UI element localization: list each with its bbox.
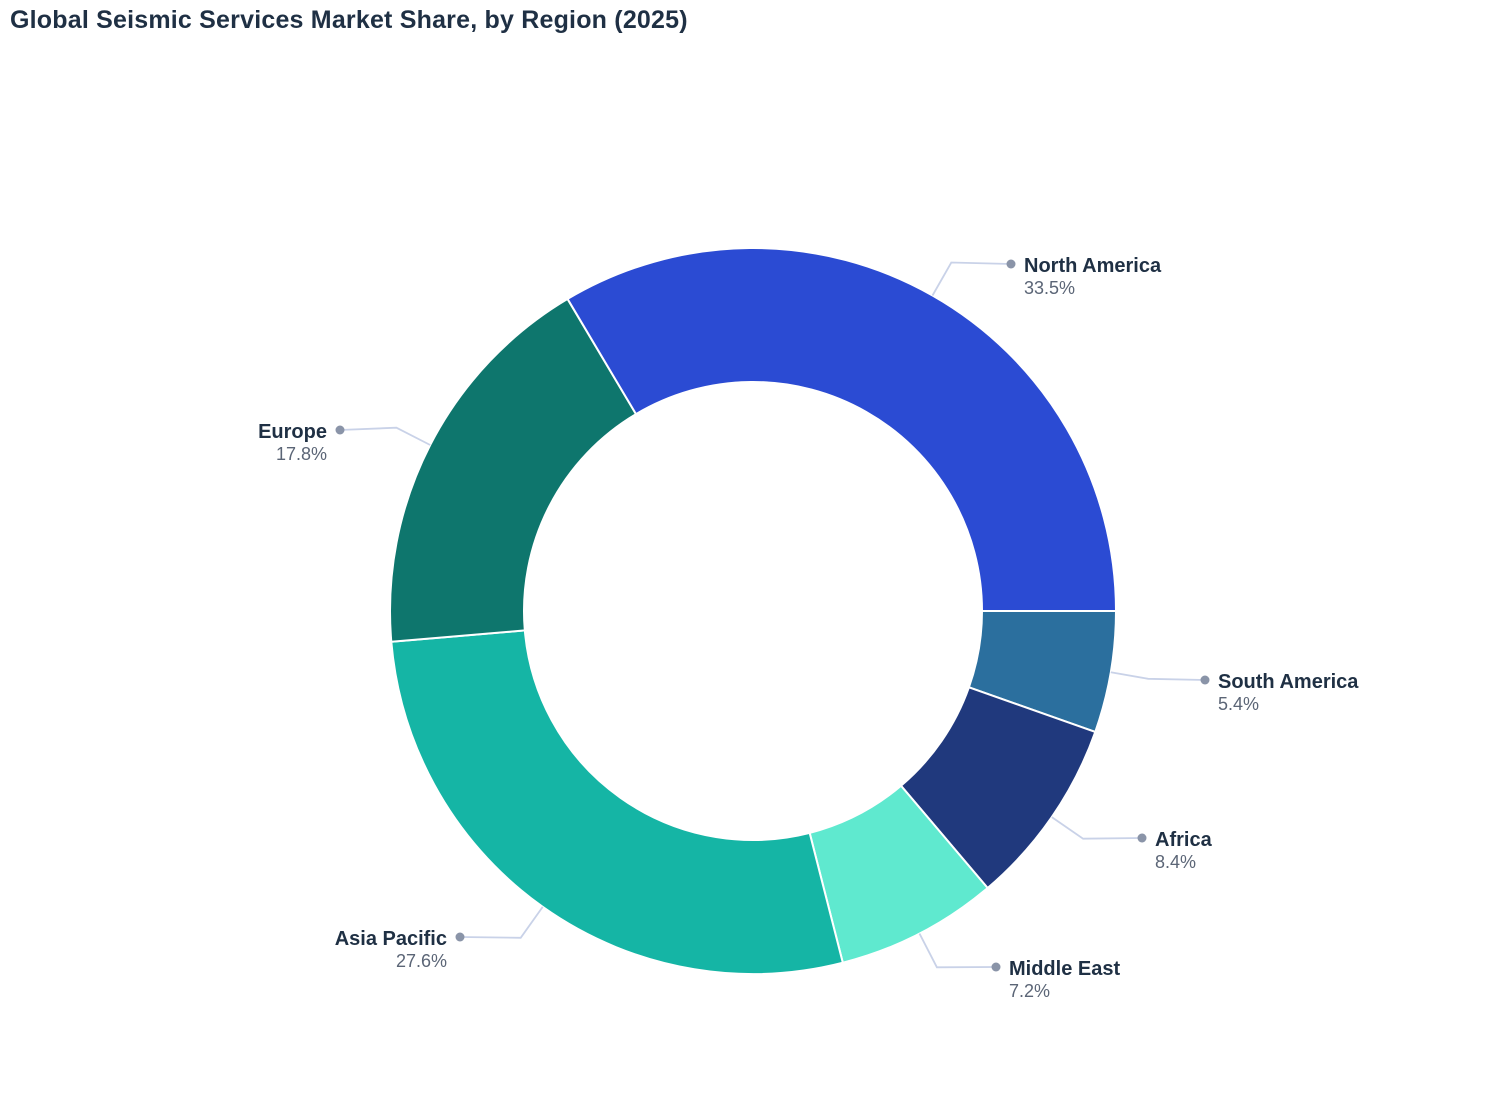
leader-dot-middle-east	[991, 962, 1001, 972]
slice-value-south-america: 5.4%	[1218, 694, 1259, 714]
leader-line-europe	[339, 426, 431, 446]
slice-label-europe: Europe	[258, 421, 327, 443]
slice-value-north-america: 33.5%	[1024, 278, 1075, 298]
slice-label-middle-east: Middle East	[1009, 958, 1120, 980]
leader-dot-south-america	[1200, 675, 1210, 685]
slice-value-asia-pacific: 27.6%	[396, 951, 447, 971]
leader-line-africa	[1051, 816, 1143, 840]
leader-dot-asia-pacific	[455, 932, 465, 942]
pie-slice-asia-pacific[interactable]	[390, 629, 844, 975]
slice-label-africa: Africa	[1155, 829, 1213, 851]
leader-dot-africa	[1137, 833, 1147, 843]
chart-title: Global Seismic Services Market Share, by…	[10, 6, 688, 34]
slice-label-north-america: North America	[1024, 255, 1162, 277]
leader-dot-europe	[335, 425, 345, 435]
slice-value-africa: 8.4%	[1155, 852, 1196, 872]
leader-line-north-america	[931, 261, 1012, 296]
leader-dot-north-america	[1006, 259, 1016, 269]
leader-line-south-america	[1110, 671, 1206, 681]
pie-slice-europe[interactable]	[389, 297, 638, 643]
leader-line-middle-east	[918, 933, 997, 969]
slice-value-middle-east: 7.2%	[1009, 981, 1050, 1001]
leader-line-asia-pacific	[459, 906, 544, 939]
slice-value-europe: 17.8%	[276, 444, 327, 464]
slice-label-south-america: South America	[1218, 671, 1359, 693]
pie-slice-north-america[interactable]	[566, 247, 1117, 612]
slice-label-asia-pacific: Asia Pacific	[335, 928, 447, 950]
